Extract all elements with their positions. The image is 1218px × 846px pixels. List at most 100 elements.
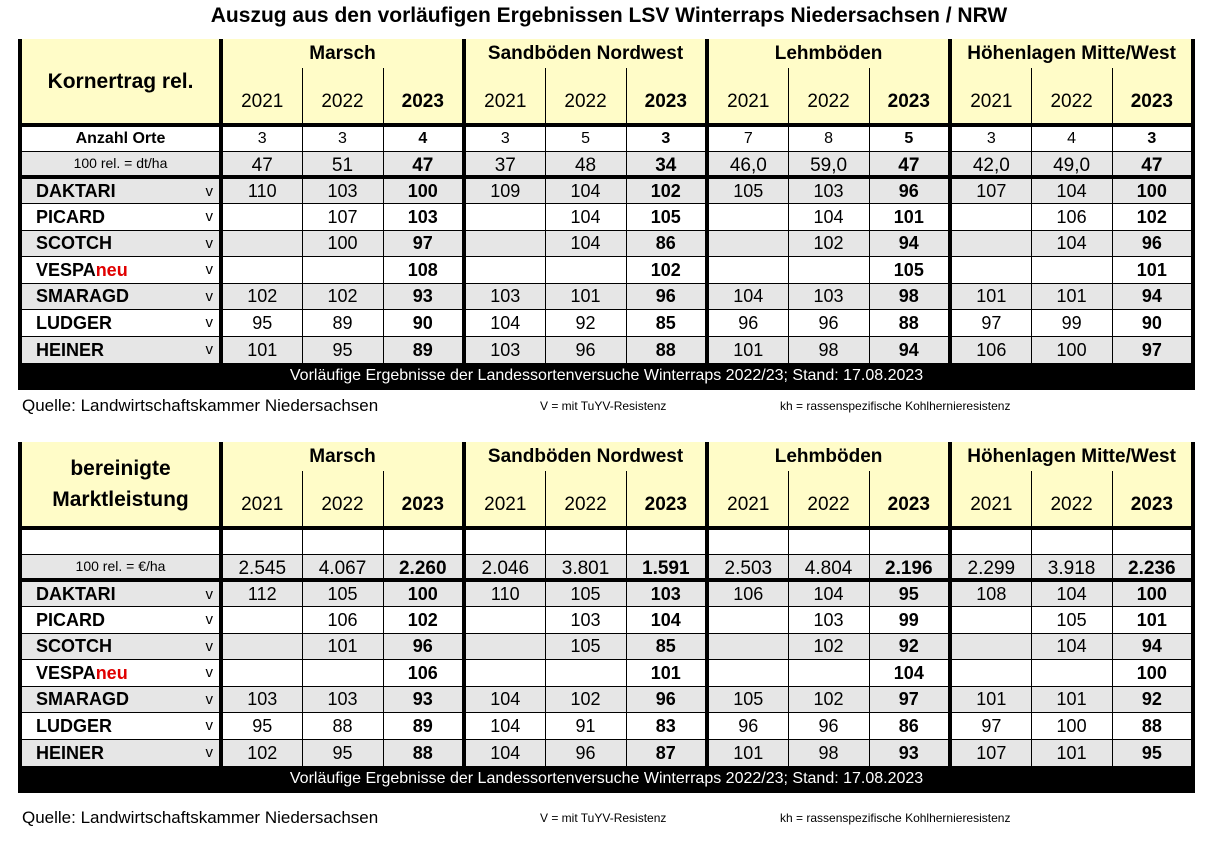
variety-cell: SMARAGD v <box>18 686 222 713</box>
value-cell <box>462 256 546 284</box>
value-cell: 104 <box>787 580 870 607</box>
variety-name: PICARD <box>36 206 106 227</box>
reference-value: 2.545 <box>219 553 303 582</box>
value-cell: 102 <box>625 256 708 284</box>
value-cell: 108 <box>948 580 1032 607</box>
orte-value: 5 <box>544 125 627 151</box>
value-cell <box>462 606 546 634</box>
group-header: Sandböden Nordwest <box>462 39 708 68</box>
value-cell <box>948 203 1032 231</box>
value-cell: 103 <box>219 686 303 713</box>
variety-new-badge: neu <box>95 662 128 683</box>
value-cell: 96 <box>544 336 627 363</box>
resistance-note-kh-2: kh = rassenspezifische Kohlhernieresiste… <box>780 811 1011 825</box>
value-cell <box>1030 659 1113 687</box>
year-header: 2022 <box>544 471 627 530</box>
value-cell <box>705 659 789 687</box>
value-cell: 95 <box>219 309 303 337</box>
reference-value: 2.196 <box>868 553 951 582</box>
resistance-marker: v <box>205 637 214 655</box>
year-header: 2021 <box>948 471 1032 530</box>
value-cell: 104 <box>462 686 546 713</box>
value-cell: 96 <box>868 177 951 204</box>
value-cell: 104 <box>1030 230 1113 257</box>
group-header: Marsch <box>218 39 465 68</box>
reference-label: 100 rel. = €/ha <box>18 553 222 582</box>
value-cell <box>219 606 303 634</box>
value-cell: 102 <box>787 230 870 257</box>
variety-cell: PICARD v <box>18 203 222 231</box>
variety-name: DAKTARI <box>36 584 116 604</box>
value-cell: 104 <box>462 309 546 337</box>
value-cell: 102 <box>219 283 303 310</box>
reference-value: 42,0 <box>948 150 1032 179</box>
value-cell <box>219 659 303 687</box>
year-header: 2021 <box>948 68 1032 127</box>
value-cell: 106 <box>948 336 1032 363</box>
value-cell: 104 <box>625 606 708 634</box>
variety-cell: DAKTARI v <box>18 177 222 204</box>
value-cell: 88 <box>868 309 951 337</box>
value-cell: 102 <box>625 177 708 204</box>
year-header: 2021 <box>219 68 303 127</box>
value-cell: 94 <box>868 336 951 363</box>
year-header: 2022 <box>787 68 870 127</box>
resistance-marker: v <box>205 717 214 735</box>
value-cell: 86 <box>625 230 708 257</box>
value-cell: 100 <box>382 580 465 607</box>
value-cell: 104 <box>544 230 627 257</box>
value-cell <box>705 230 789 257</box>
group-header: Höhenlagen Mitte/West <box>948 442 1196 471</box>
orte-value <box>868 528 951 554</box>
year-header: 2022 <box>544 68 627 127</box>
value-cell: 97 <box>948 712 1032 740</box>
year-header: 2021 <box>462 471 546 530</box>
value-cell: 105 <box>868 256 951 284</box>
variety-cell: LUDGER v <box>18 712 222 740</box>
variety-name: SMARAGD <box>36 286 129 307</box>
value-cell <box>219 230 303 257</box>
value-cell: 85 <box>625 633 708 660</box>
orte-value <box>219 528 303 554</box>
value-cell: 104 <box>787 203 870 231</box>
value-cell: 94 <box>868 230 951 257</box>
resistance-marker: v <box>205 314 214 332</box>
orte-value <box>301 528 384 554</box>
year-header: 2023 <box>1111 68 1196 127</box>
value-cell: 110 <box>462 580 546 607</box>
reference-value: 1.591 <box>625 553 708 582</box>
value-cell: 101 <box>1030 686 1113 713</box>
value-cell <box>544 659 627 687</box>
value-cell: 112 <box>219 580 303 607</box>
year-header: 2023 <box>382 68 465 127</box>
value-cell: 93 <box>382 283 465 310</box>
value-cell <box>787 256 870 284</box>
value-cell: 95 <box>301 739 384 766</box>
variety-cell: HEINER v <box>18 739 222 766</box>
year-header: 2022 <box>1030 471 1113 530</box>
reference-value: 59,0 <box>787 150 870 179</box>
reference-value: 49,0 <box>1030 150 1113 179</box>
value-cell: 107 <box>301 203 384 231</box>
value-cell: 108 <box>382 256 465 284</box>
value-cell: 99 <box>868 606 951 634</box>
marktleistung-table: bereinigte Marktleistung Marsch Sandböden … <box>17 442 1196 793</box>
value-cell: 106 <box>705 580 789 607</box>
value-cell: 104 <box>462 739 546 766</box>
reference-value: 47 <box>219 150 303 179</box>
year-header: 2021 <box>705 471 789 530</box>
orte-value: 3 <box>1111 125 1196 151</box>
value-cell: 103 <box>382 203 465 231</box>
value-cell: 105 <box>705 686 789 713</box>
variety-name: HEINER <box>36 339 105 360</box>
orte-label: Anzahl Orte <box>18 125 222 151</box>
resistance-marker: v <box>205 341 214 358</box>
group-header: Höhenlagen Mitte/West <box>948 39 1196 68</box>
table-row: SMARAGD v 102 102 93 103 101 96 104 103 98 101 101 94 <box>18 283 1196 310</box>
table-row: PICARD v 106 102 103 104 103 99 105 101 <box>18 606 1196 634</box>
resistance-marker: v <box>205 744 214 761</box>
table-row: VESPAneu v 106 101 104 100 <box>18 659 1196 687</box>
value-cell: 97 <box>1111 336 1196 363</box>
value-cell: 101 <box>544 283 627 310</box>
value-cell: 94 <box>1111 283 1196 310</box>
